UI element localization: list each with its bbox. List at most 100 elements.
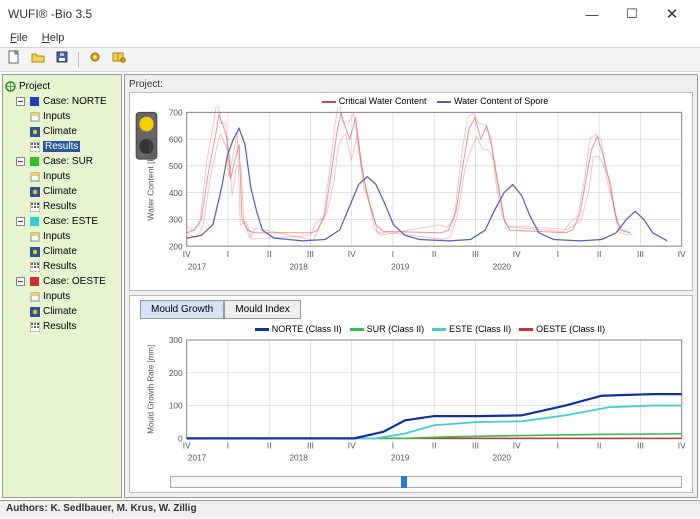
svg-text:Water Content [kg/m³]: Water Content [kg/m³]: [146, 138, 156, 221]
svg-text:2019: 2019: [391, 261, 410, 271]
inputs-icon: [29, 231, 40, 242]
tree-results-label: Results: [43, 201, 76, 212]
close-button[interactable]: ✕: [652, 0, 692, 28]
legend-swatch: [350, 328, 364, 331]
project-icon: [5, 81, 16, 92]
toolbar: [0, 48, 700, 72]
status-bar: Authors: K. Sedlbauer, M. Krus, W. Zilli…: [0, 500, 700, 518]
title-bar: WUFI® -Bio 3.5 — ☐ ✕: [0, 0, 700, 28]
new-button[interactable]: [4, 50, 24, 70]
project-tree[interactable]: Project Case: NORTEInputsClimateResultsC…: [2, 74, 122, 498]
tree-case[interactable]: Case: NORTE: [5, 94, 119, 109]
case-color-icon: [29, 96, 40, 107]
tree-inputs[interactable]: Inputs: [5, 169, 119, 184]
svg-text:III: III: [472, 249, 479, 259]
tree-inputs-label: Inputs: [43, 231, 70, 242]
climate-icon: [29, 186, 40, 197]
svg-text:III: III: [637, 441, 644, 450]
tree-climate[interactable]: Climate: [5, 184, 119, 199]
run-button[interactable]: [85, 50, 105, 70]
batch-icon: [112, 50, 126, 69]
climate-icon: [29, 306, 40, 317]
tree-case[interactable]: Case: ESTE: [5, 214, 119, 229]
svg-text:I: I: [392, 249, 394, 259]
svg-text:IV: IV: [183, 441, 191, 450]
svg-text:300: 300: [169, 214, 183, 224]
tree-climate[interactable]: Climate: [5, 124, 119, 139]
results-icon: [29, 201, 40, 212]
legend-swatch: [432, 328, 446, 331]
svg-text:500: 500: [169, 161, 183, 171]
maximize-button[interactable]: ☐: [612, 0, 652, 28]
tree-root[interactable]: Project: [5, 79, 119, 94]
save-button[interactable]: [52, 50, 72, 70]
svg-text:IV: IV: [348, 441, 356, 450]
tree-results[interactable]: Results: [5, 199, 119, 214]
svg-text:II: II: [267, 249, 272, 259]
tree-case[interactable]: Case: OESTE: [5, 274, 119, 289]
tree-case-label: Case: OESTE: [43, 276, 106, 287]
svg-text:II: II: [267, 441, 272, 450]
svg-text:I: I: [557, 441, 559, 450]
case-color-icon: [29, 276, 40, 287]
save-disk-icon: [55, 50, 69, 69]
svg-text:III: III: [472, 441, 479, 450]
tree-case[interactable]: Case: SUR: [5, 154, 119, 169]
chart2-legend: NORTE (Class II)SUR (Class II)ESTE (Clas…: [130, 321, 692, 334]
svg-text:IV: IV: [348, 249, 356, 259]
tree-root-label: Project: [19, 81, 50, 92]
tree-inputs-label: Inputs: [43, 171, 70, 182]
svg-text:IV: IV: [678, 249, 686, 259]
results-icon: [29, 141, 40, 152]
svg-text:2018: 2018: [289, 261, 308, 271]
legend-swatch: [519, 328, 533, 331]
tree-climate-label: Climate: [43, 186, 77, 197]
svg-text:III: III: [307, 441, 314, 450]
inputs-icon: [29, 171, 40, 182]
legend-label-spore: Water Content of Spore: [454, 96, 548, 106]
inputs-icon: [29, 291, 40, 302]
batch-button[interactable]: [109, 50, 129, 70]
tree-results-label: Results: [43, 261, 76, 272]
menu-bar: File Help: [0, 28, 700, 48]
svg-text:2017: 2017: [188, 453, 207, 462]
minimize-button[interactable]: —: [572, 0, 612, 28]
chart2-tabs: Mould Growth Mould Index: [130, 296, 692, 321]
tree-results[interactable]: Results: [5, 259, 119, 274]
svg-text:2020: 2020: [493, 261, 512, 271]
toolbar-separator: [78, 52, 79, 68]
tree-inputs[interactable]: Inputs: [5, 109, 119, 124]
tree-results[interactable]: Results: [5, 319, 119, 334]
svg-text:2017: 2017: [188, 261, 207, 271]
svg-text:I: I: [392, 441, 394, 450]
menu-help[interactable]: Help: [36, 30, 71, 46]
tree-case-label: Case: NORTE: [43, 96, 107, 107]
tree-climate-label: Climate: [43, 126, 77, 137]
svg-text:IV: IV: [513, 249, 521, 259]
svg-text:I: I: [557, 249, 559, 259]
tree-inputs[interactable]: Inputs: [5, 289, 119, 304]
menu-file[interactable]: File: [4, 30, 34, 46]
tree-results-label: Results: [43, 321, 76, 332]
tree-climate[interactable]: Climate: [5, 244, 119, 259]
tree-results[interactable]: Results: [5, 139, 119, 154]
water-content-chart: Critical Water Content Water Content of …: [129, 92, 693, 291]
open-button[interactable]: [28, 50, 48, 70]
tree-case-label: Case: ESTE: [43, 216, 98, 227]
svg-text:IV: IV: [513, 441, 521, 450]
time-slider-thumb[interactable]: [401, 476, 407, 488]
tree-climate[interactable]: Climate: [5, 304, 119, 319]
legend-swatch: [255, 328, 269, 331]
climate-icon: [29, 246, 40, 257]
svg-text:200: 200: [169, 368, 183, 377]
svg-text:2020: 2020: [493, 453, 512, 462]
svg-text:II: II: [432, 441, 437, 450]
tab-mould-growth[interactable]: Mould Growth: [140, 300, 224, 319]
legend-swatch-spore: [437, 101, 451, 103]
tab-mould-index[interactable]: Mould Index: [224, 300, 300, 319]
svg-text:IV: IV: [183, 249, 191, 259]
new-file-icon: [7, 50, 21, 69]
tree-inputs[interactable]: Inputs: [5, 229, 119, 244]
chart2-plot: 0100200300IVIIIIIIIVIIIIIIIVIIIIIIIV2017…: [147, 336, 687, 462]
time-slider[interactable]: [170, 476, 682, 488]
